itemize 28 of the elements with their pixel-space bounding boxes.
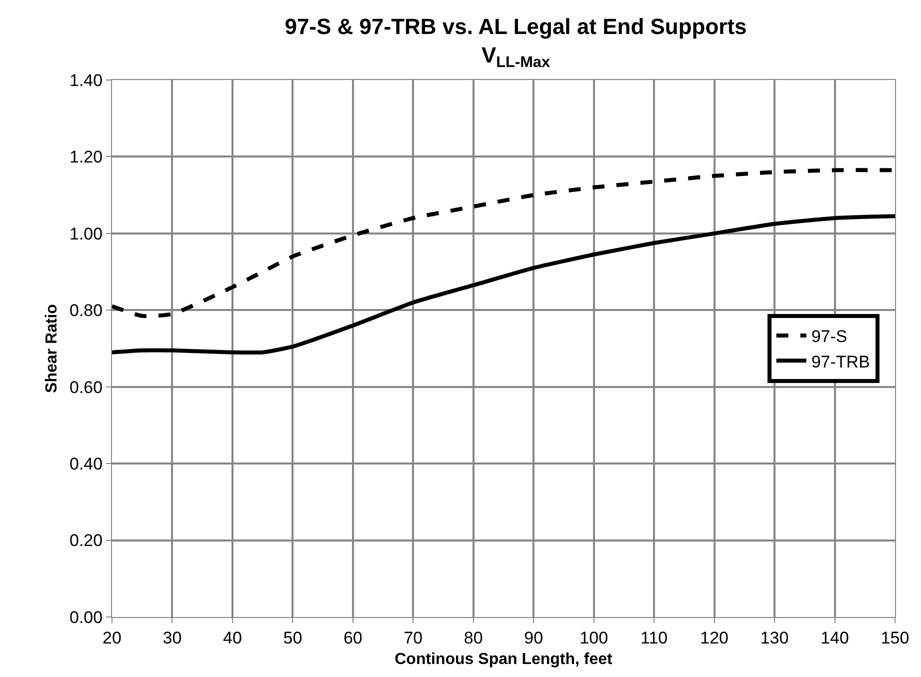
y-tick-label: 0.60 (70, 378, 103, 397)
x-tick-label: 70 (404, 628, 423, 648)
x-tick-label: 80 (464, 628, 483, 648)
legend-label: 97-S (811, 327, 848, 346)
y-tick-label: 0.80 (70, 301, 103, 320)
y-tick-label: 0.00 (70, 608, 103, 627)
x-tick-label: 130 (760, 628, 789, 648)
y-tick-label: 1.20 (70, 148, 103, 167)
x-tick-label: 120 (700, 628, 728, 648)
x-tick-label: 50 (283, 628, 302, 648)
x-axis-title: Continous Span Length, feet (394, 651, 614, 668)
x-tick-label: 60 (343, 628, 362, 648)
x-tick-label: 40 (223, 628, 242, 648)
y-tick-label: 1.40 (70, 70, 103, 90)
x-tick-label: 100 (580, 628, 608, 648)
x-tick-label: 30 (162, 628, 182, 648)
chart-title: 97-S & 97-TRB vs. AL Legal at End Supports (284, 14, 747, 39)
y-tick-label: 0.40 (70, 454, 103, 474)
y-tick-label: 0.20 (70, 531, 103, 550)
x-tick-label: 150 (880, 628, 910, 648)
y-tick-label: 1.00 (70, 224, 103, 244)
x-tick-label: 140 (820, 628, 849, 648)
chart-subtitle: V$_{LL-Max}$ (481, 42, 550, 72)
x-tick-label: 20 (102, 628, 122, 648)
x-tick-label: 110 (640, 628, 668, 648)
x-tick-label: 90 (524, 628, 544, 648)
y-axis-title: Shear Ratio (43, 304, 60, 393)
legend-label: 97-TRB (811, 352, 870, 372)
